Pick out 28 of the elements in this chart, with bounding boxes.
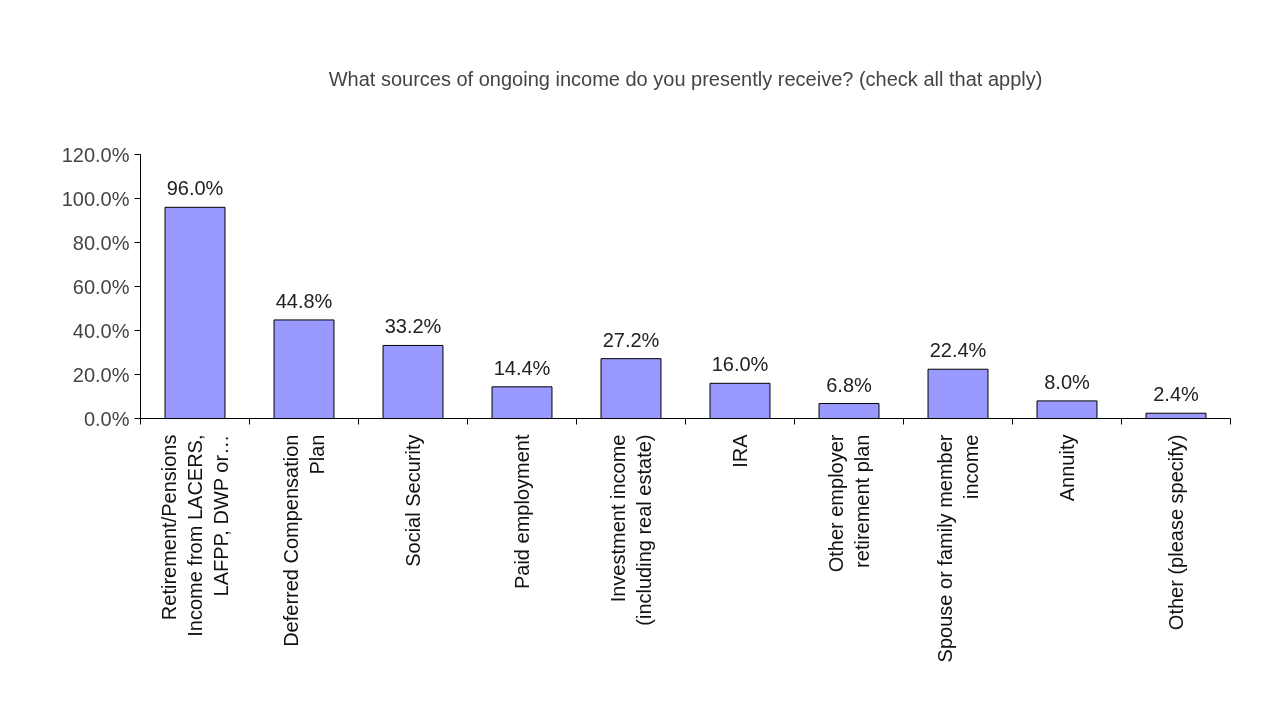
data-label: 96.0%	[166, 177, 224, 200]
x-tick-label: IRA	[729, 433, 751, 468]
x-tick-label: Investment income (including real estate)	[606, 434, 656, 626]
x-tick-label: Paid employment	[511, 434, 533, 590]
y-tick-label: 60.0%	[72, 275, 130, 298]
y-tick-label: 80.0%	[72, 231, 130, 254]
y-tick-label: 20.0%	[72, 363, 130, 386]
data-label: 8.0%	[1044, 370, 1091, 393]
data-label: 27.2%	[602, 328, 660, 351]
y-tick-label: 100.0%	[61, 187, 130, 210]
y-tick-label: 0.0%	[83, 407, 130, 430]
y-tick-label: 40.0%	[72, 319, 130, 342]
x-tick-label: Annuity	[1056, 434, 1078, 502]
x-tick-label: Deferred Compensation Plan	[279, 434, 329, 647]
data-label: 16.0%	[711, 353, 769, 376]
x-tick-label: Spouse or family member income	[933, 434, 983, 663]
data-label: 14.4%	[493, 356, 551, 379]
data-label: 44.8%	[275, 289, 333, 312]
x-tick-label: Other employer retirement plan	[824, 434, 874, 573]
x-tick-label: Other (please specify)	[1165, 434, 1187, 631]
data-label: 6.8%	[826, 373, 873, 396]
data-label: 33.2%	[384, 315, 442, 338]
x-tick-label: Retirement/Pensions Income from LACERS, LAFPP, DWP or…	[157, 434, 233, 637]
data-label: 2.4%	[1153, 383, 1200, 406]
y-tick-label: 120.0%	[61, 143, 130, 166]
chart-title: What sources of ongoing income do you presently receive? (check all that apply)	[328, 67, 1043, 90]
data-label: 22.4%	[929, 339, 987, 362]
x-tick-label: Social Security	[402, 434, 424, 567]
